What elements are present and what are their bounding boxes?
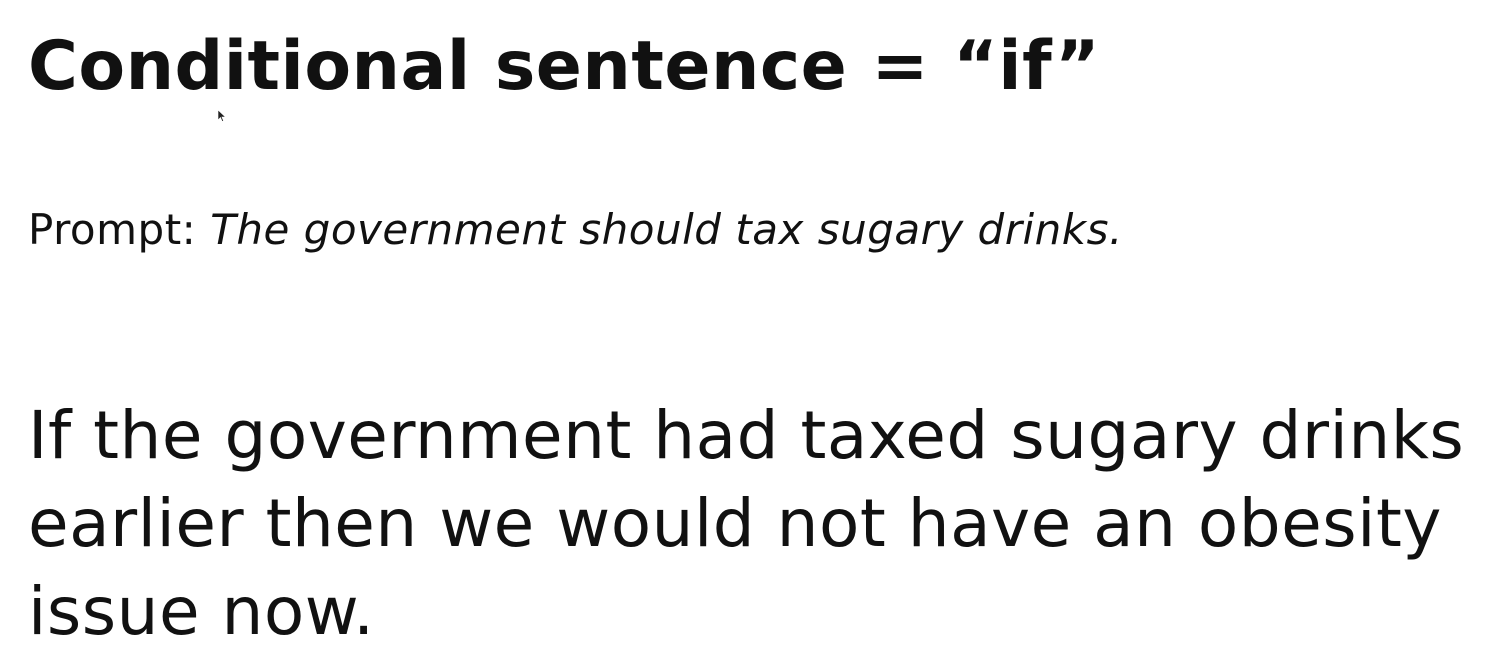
prompt-label: Prompt: [28,205,197,254]
mouse-pointer-icon [218,110,226,122]
prompt-text: The government should tax sugary drinks. [210,205,1123,254]
prompt-line: Prompt: The government should tax sugary… [28,200,1123,260]
example-sentence: If the government had taxed sugary drink… [28,397,1465,650]
slide-title: Conditional sentence = “if” [28,27,1101,106]
